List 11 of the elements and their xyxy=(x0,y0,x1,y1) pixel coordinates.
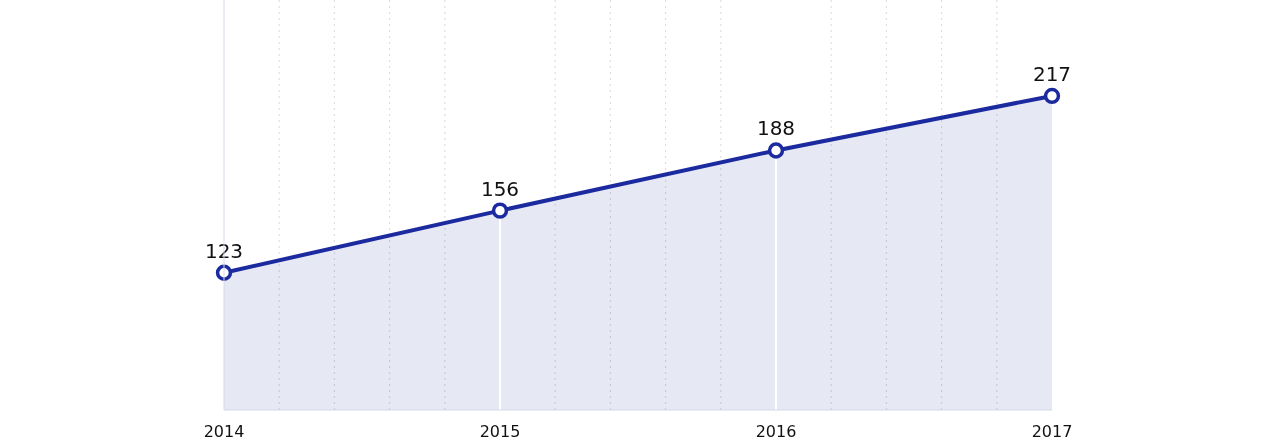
data-label: 156 xyxy=(480,176,520,201)
point xyxy=(491,202,509,219)
data-label: 123 xyxy=(204,238,244,263)
x-tick-label: 2016 xyxy=(755,422,797,441)
x-tick-label: 2015 xyxy=(479,422,521,441)
data-label: 217 xyxy=(1032,61,1072,86)
x-tick-label: 2014 xyxy=(203,422,245,441)
point xyxy=(1043,87,1061,105)
point xyxy=(767,142,785,159)
x-tick-label: 2017 xyxy=(1031,422,1073,441)
data-label: 188 xyxy=(756,116,796,141)
